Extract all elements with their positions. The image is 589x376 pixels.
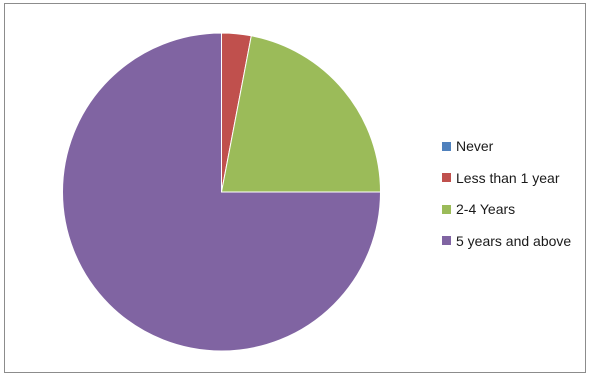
pie-slice-2-4-years xyxy=(220,35,382,193)
legend-swatch xyxy=(442,141,451,151)
legend-label: 2-4 Years xyxy=(456,201,516,217)
legend: Never Less than 1 year 2-4 Years 5 years an… xyxy=(442,138,571,264)
legend-item: Less than 1 year xyxy=(442,170,571,186)
legend-item: Never xyxy=(442,138,571,154)
legend-item: 2-4 Years xyxy=(442,201,571,217)
legend-swatch xyxy=(442,236,451,245)
legend-swatch xyxy=(442,173,451,182)
legend-swatch xyxy=(442,204,451,214)
legend-item: 5 years and above xyxy=(442,233,571,249)
legend-label: Less than 1 year xyxy=(456,169,560,186)
legend-label: 5 years and above xyxy=(456,232,572,249)
pie-slice-5-years-and-above xyxy=(62,32,382,352)
legend-label: Never xyxy=(456,138,494,154)
